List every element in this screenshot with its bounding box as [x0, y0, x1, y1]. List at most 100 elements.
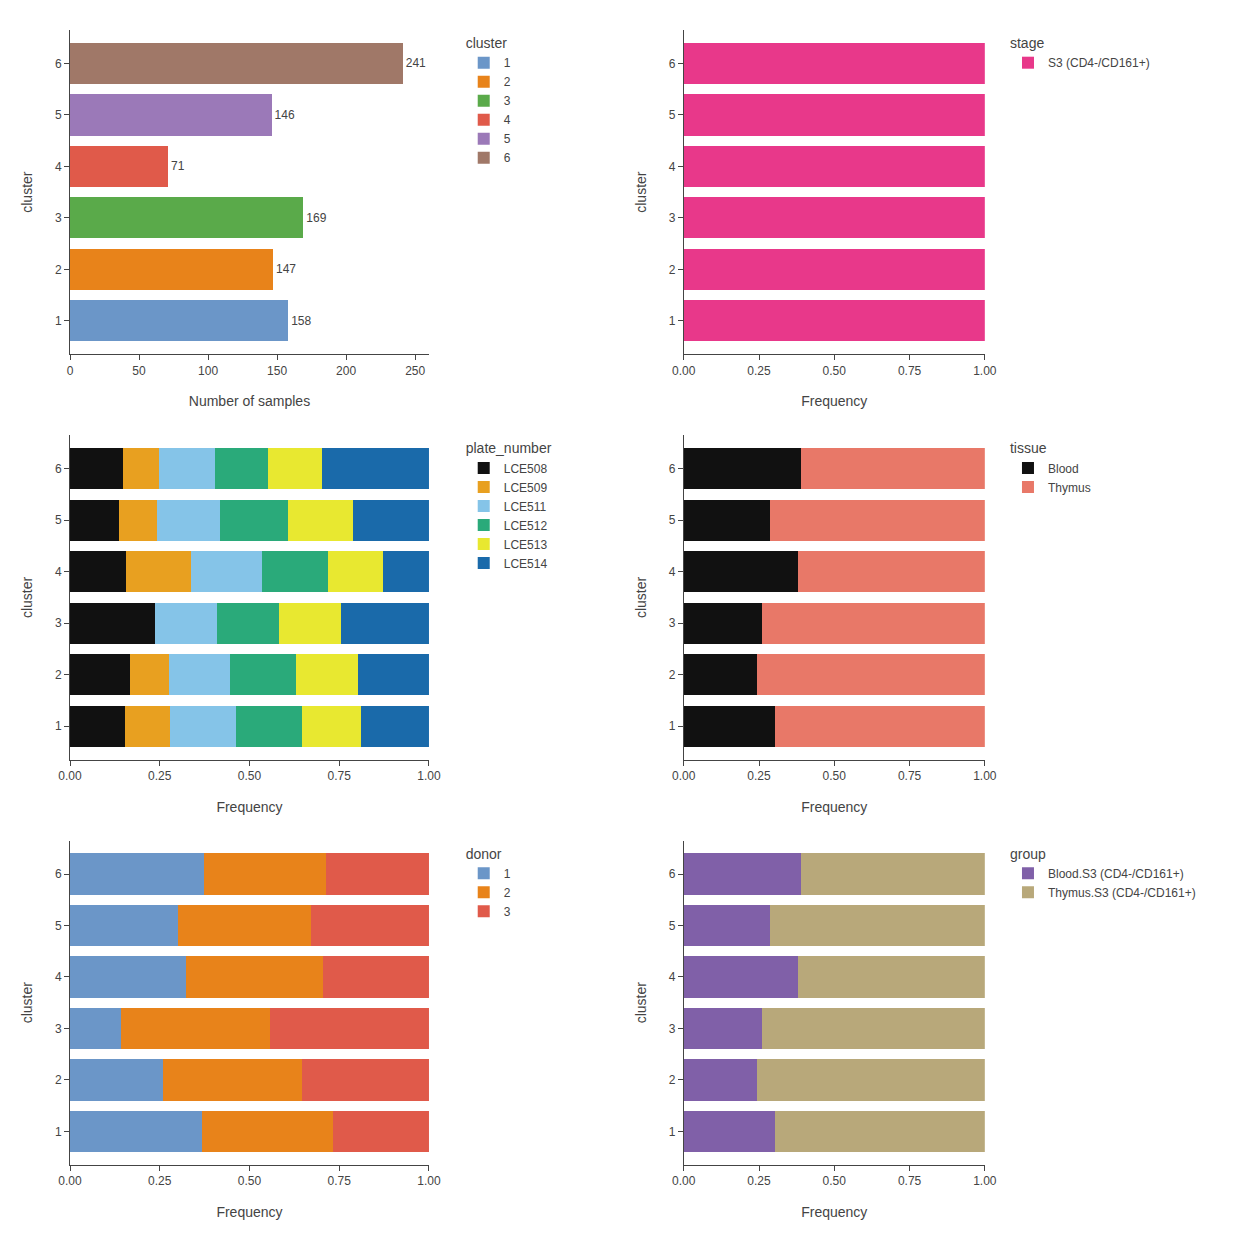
- svg-text:0.75: 0.75: [898, 1174, 922, 1188]
- svg-text:169: 169: [306, 211, 326, 225]
- svg-text:50: 50: [132, 364, 146, 378]
- svg-text:6: 6: [55, 867, 62, 881]
- svg-text:0.00: 0.00: [672, 1174, 696, 1188]
- svg-text:2: 2: [504, 886, 511, 900]
- svg-text:3: 3: [669, 211, 676, 225]
- svg-text:0.50: 0.50: [823, 1174, 847, 1188]
- svg-text:LCE509: LCE509: [504, 481, 548, 495]
- svg-text:cluster: cluster: [19, 171, 35, 213]
- svg-text:Frequency: Frequency: [801, 799, 867, 815]
- svg-text:LCE512: LCE512: [504, 519, 548, 533]
- svg-text:2: 2: [669, 1073, 676, 1087]
- svg-text:1: 1: [669, 314, 676, 328]
- svg-text:1: 1: [669, 719, 676, 733]
- svg-text:Blood.S3 (CD4-/CD161+): Blood.S3 (CD4-/CD161+): [1048, 867, 1184, 881]
- svg-text:5: 5: [669, 108, 676, 122]
- svg-text:0.00: 0.00: [58, 1174, 82, 1188]
- svg-text:0.75: 0.75: [898, 364, 922, 378]
- svg-text:6: 6: [504, 151, 511, 165]
- svg-text:6: 6: [55, 57, 62, 71]
- svg-text:146: 146: [275, 108, 295, 122]
- svg-text:0.25: 0.25: [747, 364, 771, 378]
- svg-text:LCE514: LCE514: [504, 557, 548, 571]
- svg-text:5: 5: [504, 132, 511, 146]
- svg-text:1.00: 1.00: [973, 769, 997, 783]
- svg-text:4: 4: [669, 160, 676, 174]
- svg-text:plate_number: plate_number: [466, 441, 552, 457]
- svg-text:Frequency: Frequency: [801, 393, 867, 409]
- svg-text:2: 2: [669, 263, 676, 277]
- svg-text:1: 1: [504, 56, 511, 70]
- svg-text:71: 71: [171, 159, 185, 173]
- svg-text:cluster: cluster: [466, 35, 508, 51]
- svg-text:2: 2: [669, 668, 676, 682]
- svg-text:4: 4: [669, 565, 676, 579]
- svg-text:0.75: 0.75: [328, 1174, 352, 1188]
- svg-text:0.50: 0.50: [238, 1174, 262, 1188]
- svg-text:Frequency: Frequency: [801, 1204, 867, 1220]
- svg-text:1.00: 1.00: [417, 769, 441, 783]
- svg-text:2: 2: [55, 668, 62, 682]
- svg-text:5: 5: [669, 919, 676, 933]
- svg-text:241: 241: [406, 56, 426, 70]
- svg-text:3: 3: [504, 94, 511, 108]
- svg-text:4: 4: [55, 970, 62, 984]
- svg-text:tissue: tissue: [1010, 441, 1047, 457]
- svg-text:0.25: 0.25: [747, 769, 771, 783]
- svg-text:1.00: 1.00: [973, 1174, 997, 1188]
- svg-text:cluster: cluster: [19, 982, 35, 1024]
- svg-text:1: 1: [55, 1125, 62, 1139]
- svg-text:cluster: cluster: [633, 171, 649, 213]
- svg-text:5: 5: [55, 513, 62, 527]
- svg-text:stage: stage: [1010, 35, 1044, 51]
- svg-text:4: 4: [504, 113, 511, 127]
- svg-text:0.50: 0.50: [823, 769, 847, 783]
- svg-text:158: 158: [291, 314, 311, 328]
- svg-text:1: 1: [669, 1125, 676, 1139]
- svg-text:2: 2: [55, 1073, 62, 1087]
- svg-text:Blood: Blood: [1048, 462, 1079, 476]
- svg-text:3: 3: [55, 211, 62, 225]
- svg-text:cluster: cluster: [633, 982, 649, 1024]
- svg-text:6: 6: [55, 462, 62, 476]
- svg-text:4: 4: [55, 160, 62, 174]
- svg-text:100: 100: [198, 364, 218, 378]
- svg-text:4: 4: [55, 565, 62, 579]
- svg-text:6: 6: [669, 462, 676, 476]
- svg-text:0.50: 0.50: [823, 364, 847, 378]
- svg-text:1: 1: [55, 314, 62, 328]
- svg-text:0.00: 0.00: [672, 769, 696, 783]
- svg-text:3: 3: [504, 905, 511, 919]
- svg-text:Thymus.S3 (CD4-/CD161+): Thymus.S3 (CD4-/CD161+): [1048, 886, 1196, 900]
- svg-text:1: 1: [55, 719, 62, 733]
- svg-text:donor: donor: [466, 846, 502, 862]
- svg-text:2: 2: [504, 75, 511, 89]
- svg-text:cluster: cluster: [633, 576, 649, 618]
- svg-text:0.25: 0.25: [747, 1174, 771, 1188]
- svg-text:6: 6: [669, 57, 676, 71]
- svg-text:2: 2: [55, 263, 62, 277]
- svg-text:3: 3: [669, 1022, 676, 1036]
- svg-text:0.25: 0.25: [148, 1174, 172, 1188]
- svg-text:0: 0: [67, 364, 74, 378]
- svg-text:1.00: 1.00: [417, 1174, 441, 1188]
- svg-text:0.00: 0.00: [58, 769, 82, 783]
- svg-text:0.75: 0.75: [328, 769, 352, 783]
- svg-text:LCE511: LCE511: [504, 500, 547, 514]
- svg-text:Frequency: Frequency: [216, 1204, 282, 1220]
- svg-text:Frequency: Frequency: [216, 799, 282, 815]
- svg-text:S3 (CD4-/CD161+): S3 (CD4-/CD161+): [1048, 56, 1150, 70]
- svg-text:1.00: 1.00: [973, 364, 997, 378]
- svg-text:6: 6: [669, 867, 676, 881]
- svg-text:Number of samples: Number of samples: [189, 393, 310, 409]
- svg-text:3: 3: [55, 1022, 62, 1036]
- svg-text:0.25: 0.25: [148, 769, 172, 783]
- svg-text:4: 4: [669, 970, 676, 984]
- svg-text:0.50: 0.50: [238, 769, 262, 783]
- svg-text:cluster: cluster: [19, 576, 35, 618]
- svg-text:3: 3: [669, 616, 676, 630]
- svg-text:Thymus: Thymus: [1048, 481, 1091, 495]
- svg-text:147: 147: [276, 262, 296, 276]
- svg-text:5: 5: [55, 108, 62, 122]
- svg-text:5: 5: [55, 919, 62, 933]
